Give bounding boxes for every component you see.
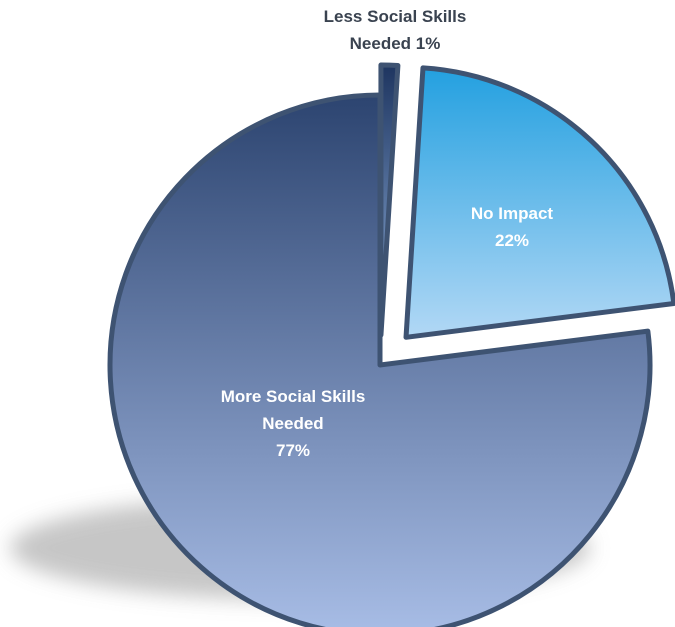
slice-more-social-skills: [107, 92, 653, 627]
slice-no-impact: [403, 65, 675, 340]
label-no-impact-line-2: 22%: [495, 231, 529, 250]
label-more-social-skills-line-2: Needed: [262, 414, 323, 433]
label-less-social-skills-line-1: Less Social Skills: [324, 7, 467, 26]
label-no-impact-line-1: No Impact: [471, 204, 554, 223]
label-more-social-skills: More Social Skills Needed 77%: [221, 387, 366, 460]
label-more-social-skills-line-1: More Social Skills: [221, 387, 366, 406]
slice-less-social-skills: [378, 62, 401, 338]
label-less-social-skills-line-2: Needed 1%: [350, 34, 441, 53]
label-less-social-skills: Less Social Skills Needed 1%: [324, 7, 467, 53]
label-no-impact: No Impact 22%: [471, 204, 554, 250]
label-more-social-skills-line-3: 77%: [276, 441, 310, 460]
